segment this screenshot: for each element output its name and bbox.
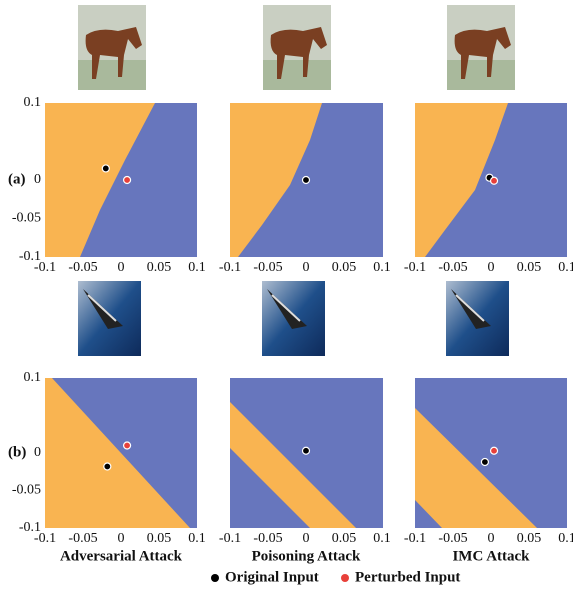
y-tick-label: -0.1 xyxy=(19,249,41,264)
x-tick-label: 0.1 xyxy=(373,531,391,546)
x-tick-label: 0.1 xyxy=(558,260,573,275)
panel-label: (a) xyxy=(8,171,26,187)
x-tick-label: -0.1 xyxy=(219,260,241,275)
point xyxy=(303,177,310,184)
x-tick-label: 0.1 xyxy=(188,260,206,275)
x-tick-label: 0 xyxy=(303,531,310,546)
legend-label: Original Input xyxy=(225,569,319,585)
x-tick-label: -0.1 xyxy=(404,260,426,275)
plane-images xyxy=(78,281,509,356)
x-tick-label: 0 xyxy=(118,531,125,546)
x-tick-label: -0.1 xyxy=(219,531,241,546)
y-tick-label: 0 xyxy=(34,445,41,460)
x-tick-label: 0.05 xyxy=(517,260,542,275)
x-tick-label: -0.05 xyxy=(253,531,282,546)
x-tick-label: 0 xyxy=(488,260,495,275)
x-tick-label: 0 xyxy=(488,531,495,546)
x-tick-label: 0.1 xyxy=(373,260,391,275)
x-tick-label: 0.1 xyxy=(188,531,206,546)
x-axis-label: Poisoning Attack xyxy=(252,548,361,564)
point xyxy=(124,442,131,449)
legend-marker xyxy=(211,574,219,582)
legend-marker xyxy=(341,574,349,582)
point xyxy=(303,447,310,454)
point xyxy=(124,177,131,184)
point xyxy=(491,447,498,454)
x-tick-label: -0.1 xyxy=(404,531,426,546)
x-axis-label: Adversarial Attack xyxy=(60,548,183,564)
x-tick-label: 0.05 xyxy=(517,531,542,546)
point xyxy=(104,463,111,470)
y-tick-label: -0.1 xyxy=(19,520,41,535)
point xyxy=(102,165,109,172)
x-tick-label: -0.05 xyxy=(68,531,97,546)
point xyxy=(481,459,488,466)
x-tick-label: 0.05 xyxy=(147,531,172,546)
legend-label: Perturbed Input xyxy=(355,569,460,585)
y-tick-label: 0.1 xyxy=(24,95,42,110)
x-tick-label: -0.05 xyxy=(438,260,467,275)
x-tick-label: 0.1 xyxy=(558,531,573,546)
point xyxy=(491,177,498,184)
x-tick-label: 0.05 xyxy=(147,260,172,275)
y-tick-label: 0 xyxy=(34,172,41,187)
horse-images xyxy=(78,5,515,90)
x-tick-label: -0.05 xyxy=(68,260,97,275)
x-axis-label: IMC Attack xyxy=(452,548,530,564)
x-tick-label: 0.05 xyxy=(332,260,357,275)
figure: -0.1 -0.05 0 0.05 0.1 -0.1 -0.05 0 0.1 (a) -0.1 -0.… xyxy=(0,0,573,592)
x-tick-label: 0 xyxy=(118,260,125,275)
x-tick-label: -0.05 xyxy=(438,531,467,546)
panel-label: (b) xyxy=(8,444,26,460)
x-tick-label: 0 xyxy=(303,260,310,275)
x-tick-label: -0.05 xyxy=(253,260,282,275)
x-tick-label: 0.05 xyxy=(332,531,357,546)
y-tick-label: -0.05 xyxy=(12,483,41,498)
y-tick-label: -0.05 xyxy=(12,211,41,226)
y-tick-label: 0.1 xyxy=(24,370,42,385)
